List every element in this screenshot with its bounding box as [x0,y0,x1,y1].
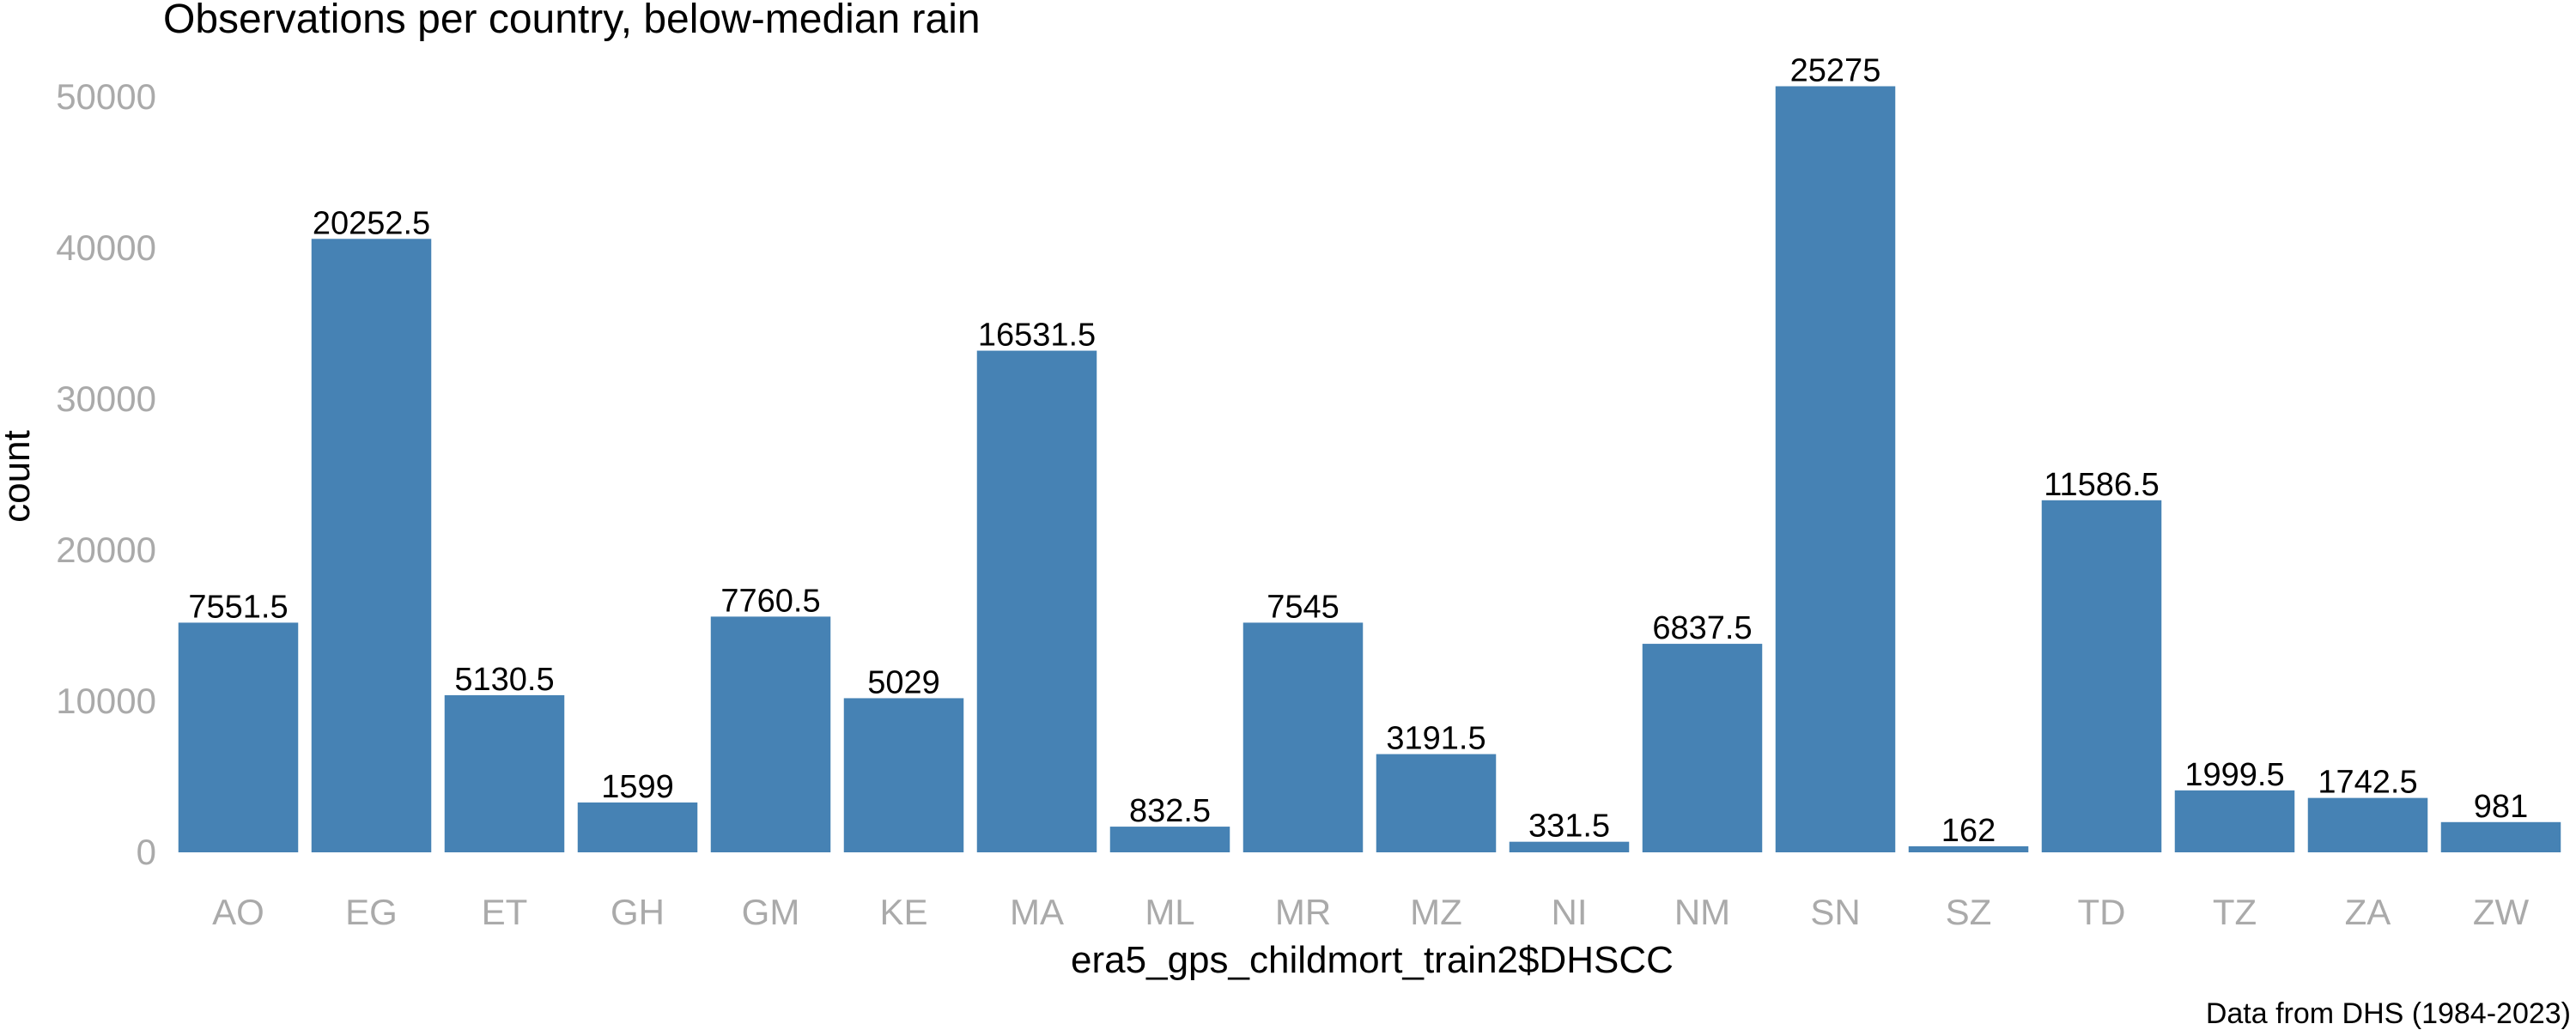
y-tick-label: 30000 [56,379,156,419]
data-label-eg: 20252.5 [313,205,430,241]
data-label-nm: 6837.5 [1652,610,1752,646]
data-label-ao: 7551.5 [188,589,288,625]
bar-za [2307,797,2428,852]
x-tick-label-tz: TZ [2213,892,2257,932]
bar-mz [1376,754,1497,852]
data-label-sz: 162 [1941,813,1996,849]
bar-sz [1908,845,2029,852]
chart-title: Observations per country, below-median r… [163,0,981,42]
x-tick-label-td: TD [2078,892,2126,932]
x-tick-label-ao: AO [212,892,264,932]
x-tick-label-ni: NI [1552,892,1588,932]
x-tick-label-ma: MA [1010,892,1064,932]
x-tick-label-gm: GM [742,892,800,932]
bar-td [2041,500,2162,852]
bars-group [178,86,2561,853]
bar-ml [1109,827,1230,852]
y-tick-label: 10000 [56,681,156,721]
x-tick-label-eg: EG [345,892,398,932]
data-label-et: 5130.5 [454,662,554,698]
x-tick-label-zw: ZW [2473,892,2530,932]
x-tick-label-nm: NM [1674,892,1730,932]
x-tick-label-sn: SN [1810,892,1860,932]
bar-et [444,694,565,852]
x-tick-label-sz: SZ [1946,892,1992,932]
chart-caption: Data from DHS (1984-2023) [2206,997,2571,1030]
y-axis-ticks: 0 10000 20000 30000 40000 50000 [56,76,156,872]
data-label-ma: 16531.5 [978,318,1096,354]
data-label-td: 11586.5 [2044,467,2160,503]
y-tick-label: 50000 [56,76,156,117]
x-tick-label-mr: MR [1275,892,1331,932]
y-axis-title: count [0,430,38,523]
x-axis-ticks: AO EG ET GH GM KE MA ML MR MZ NI NM SN SZ TD TZ ZA ZW [212,892,2529,932]
y-tick-label: 40000 [56,227,156,268]
data-label-mr: 7545 [1267,589,1340,625]
data-label-mz: 3191.5 [1386,721,1485,757]
bar-gh [577,802,698,852]
data-label-ni: 331.5 [1528,809,1610,845]
bar-ma [976,350,1097,853]
y-tick-label: 20000 [56,530,156,570]
x-tick-label-ke: KE [879,892,927,932]
bar-ao [178,622,299,852]
bar-sn [1775,86,1896,853]
data-labels-group: 7551.5 20252.5 5130.5 1599 7760.5 5029 16531.5… [188,52,2528,848]
data-label-sn: 25275 [1790,52,1881,88]
data-label-ml: 832.5 [1129,793,1211,829]
x-tick-label-ml: ML [1145,892,1194,932]
x-tick-label-et: ET [482,892,528,932]
x-tick-label-gh: GH [611,892,665,932]
data-label-zw: 981 [2474,789,2528,825]
data-label-ke: 5029 [867,664,940,700]
data-label-tz: 1999.5 [2184,757,2284,793]
y-tick-label: 0 [137,832,156,872]
bar-gm [710,616,831,852]
bar-ke [843,698,964,852]
data-label-za: 1742.5 [2318,765,2417,801]
data-label-gm: 7760.5 [720,583,820,619]
data-label-gh: 1599 [601,769,674,805]
x-tick-label-mz: MZ [1410,892,1462,932]
x-axis-title: era5_gps_childmort_train2$DHSCC [1071,939,1674,981]
bar-mr [1242,622,1364,852]
bar-nm [1642,644,1763,852]
bar-zw [2440,821,2561,852]
bar-ni [1509,841,1630,852]
x-tick-label-za: ZA [2345,892,2391,932]
bar-tz [2174,790,2295,852]
bar-eg [311,239,432,852]
